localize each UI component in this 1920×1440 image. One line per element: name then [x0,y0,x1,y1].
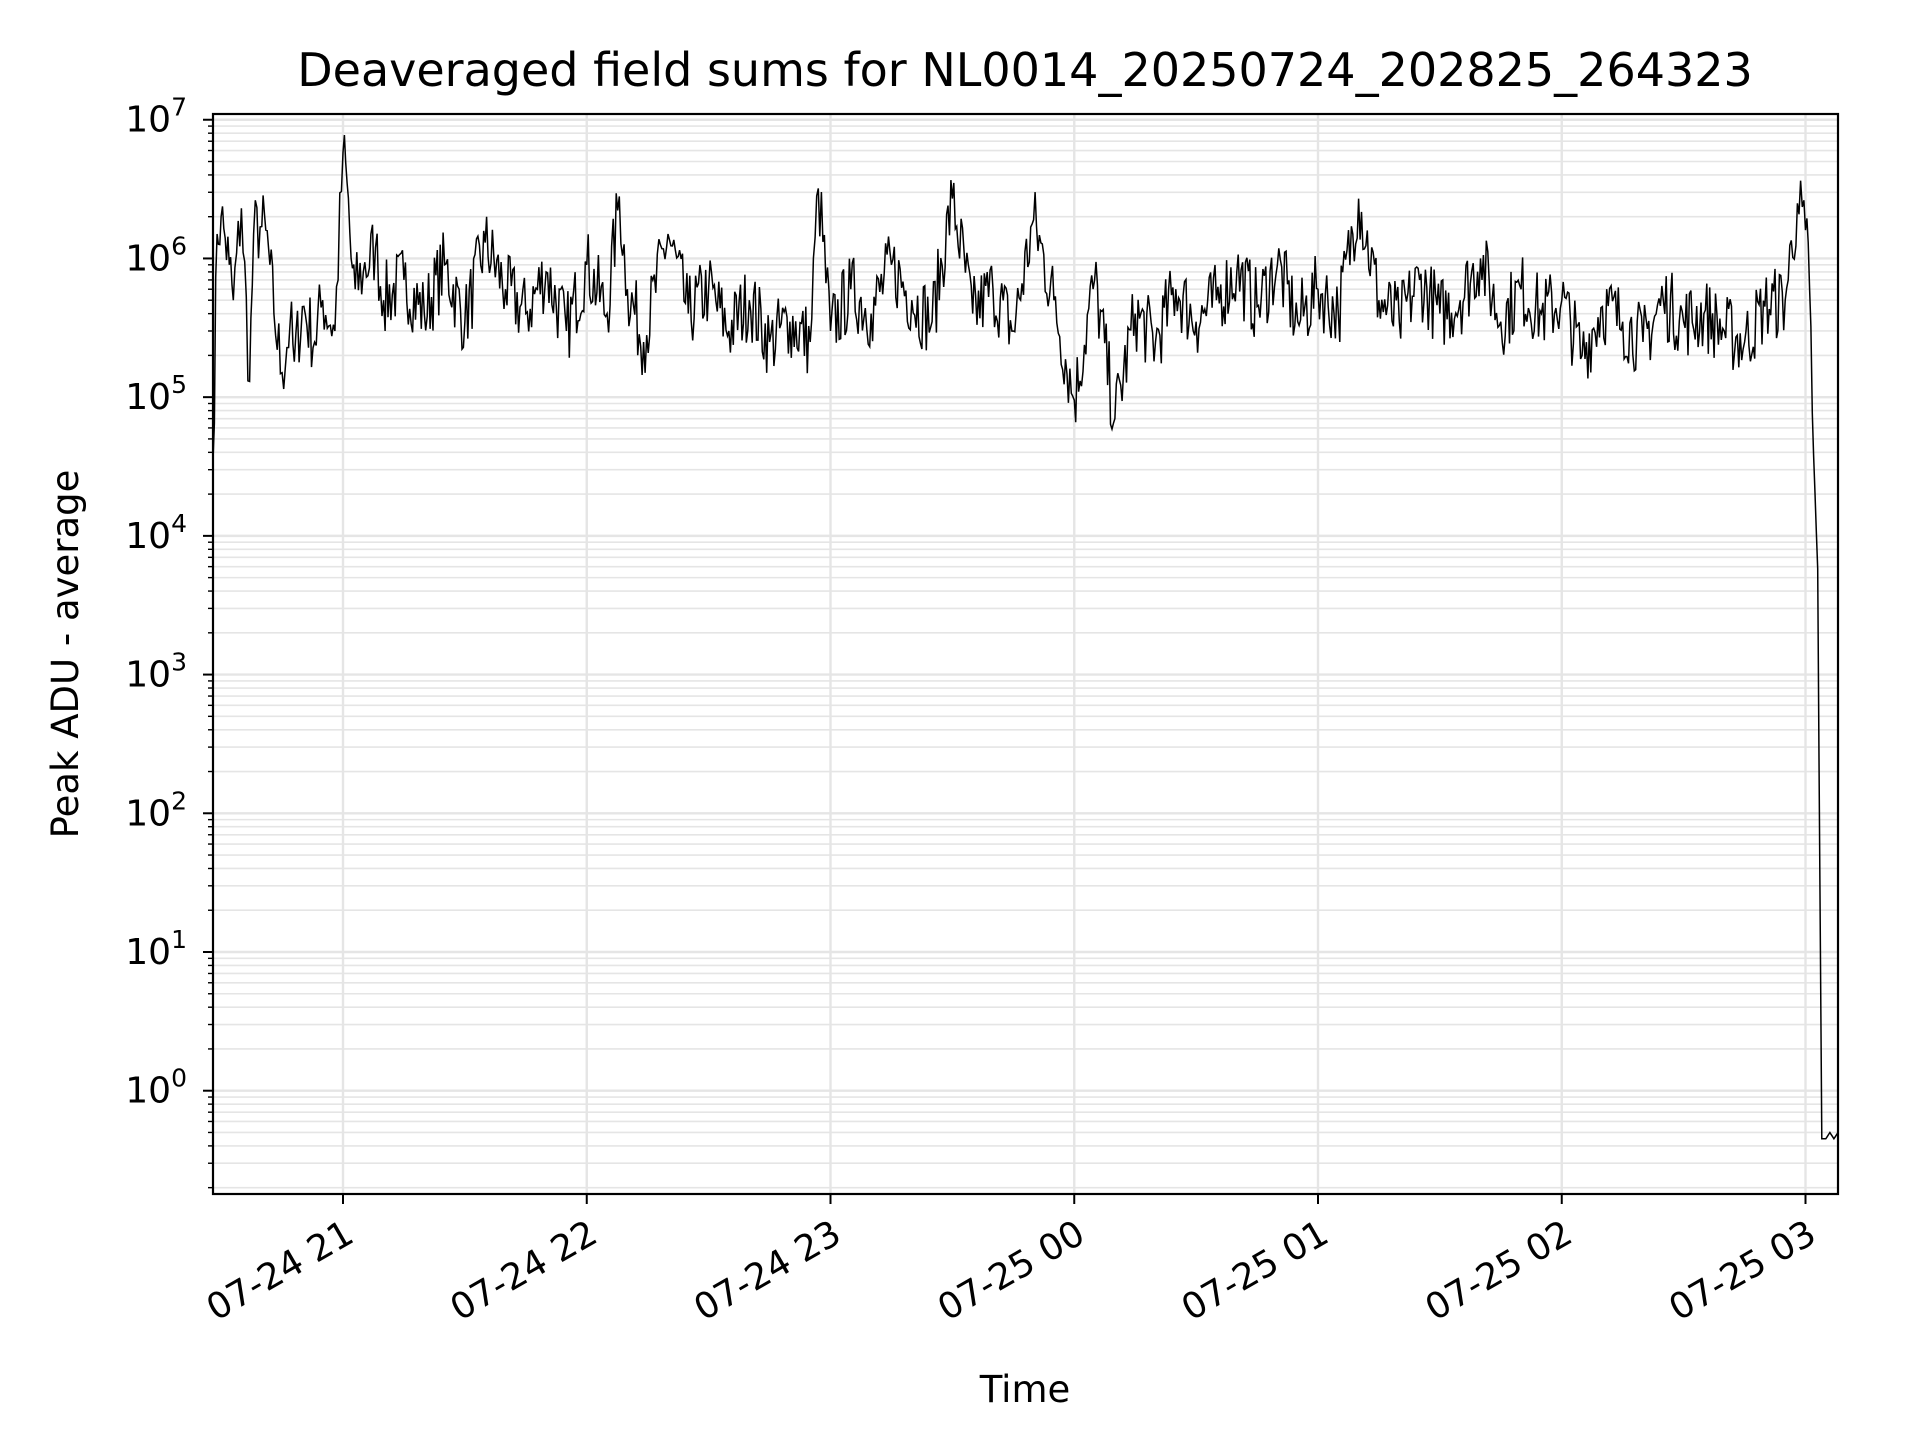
y-tick-label: 107 [125,93,187,141]
y-tick-base: 10 [125,655,171,696]
x-axis-title: Time [979,1368,1071,1411]
y-tick-base: 10 [125,238,171,279]
y-tick-label: 103 [125,648,187,696]
y-tick-label: 100 [125,1064,187,1112]
y-tick-exponent: 5 [171,370,187,399]
y-tick-exponent: 6 [171,231,187,260]
plot-frame [211,112,1840,1196]
chart-title: Deaveraged field sums for NL0014_2025072… [297,43,1753,97]
y-tick-base: 10 [125,1071,171,1112]
y-tick-label: 106 [125,231,187,279]
grid-lines [213,114,1838,1194]
y-tick-base: 10 [125,516,171,557]
y-tick-base: 10 [125,100,171,141]
y-tick-base: 10 [125,377,171,418]
y-axis-title: Peak ADU - average [44,470,87,839]
y-tick-label: 102 [125,786,187,834]
y-tick-exponent: 7 [171,93,187,122]
y-tick-exponent: 2 [171,786,187,815]
series-line [212,134,1839,1141]
y-tick-base: 10 [125,793,171,834]
y-tick-exponent: 3 [171,648,187,677]
y-tick-exponent: 4 [171,509,187,538]
y-tick-label: 101 [125,925,187,973]
y-tick-label: 104 [125,509,187,557]
y-tick-label: 105 [125,370,187,418]
y-tick-base: 10 [125,932,171,973]
y-tick-exponent: 0 [171,1064,187,1093]
data-series [212,134,1839,1141]
y-tick-exponent: 1 [171,925,187,954]
